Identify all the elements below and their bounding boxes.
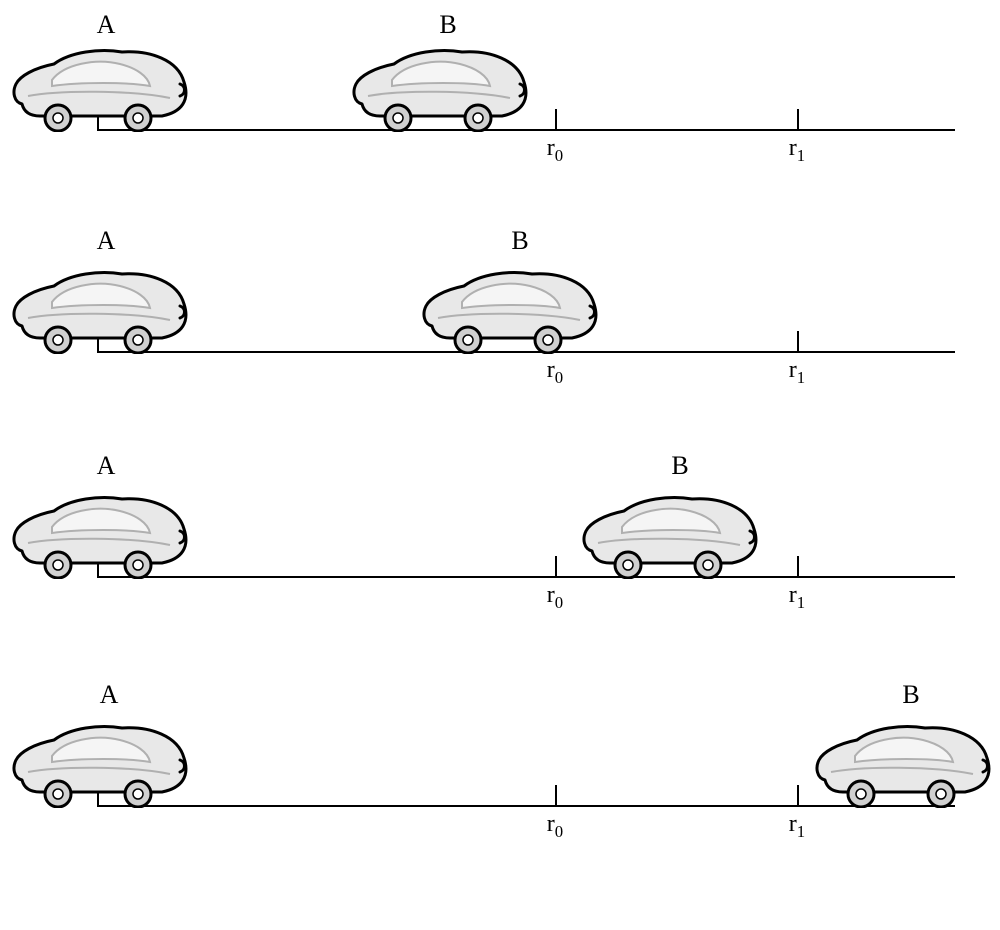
axis-label-r0: r0 [547, 811, 563, 842]
car-b-label: B [439, 10, 456, 40]
axis-tick-r0 [555, 109, 557, 131]
axis-label-r0: r0 [547, 582, 563, 613]
axis-label-r1: r1 [789, 357, 805, 388]
car-a-label: A [97, 10, 116, 40]
axis-label-r0: r0 [547, 135, 563, 166]
axis-line [97, 576, 955, 578]
car-b [580, 489, 760, 579]
car-a [10, 264, 190, 354]
car-b-label: B [671, 451, 688, 481]
axis-tick-r1 [797, 785, 799, 807]
axis-tick-r0 [555, 785, 557, 807]
axis-tick-r1 [797, 331, 799, 353]
diagram-panel-3: r0 r1 A B [0, 447, 1000, 667]
car-a-label: A [100, 680, 119, 710]
diagram-panel-1: r0 r1 A B [0, 0, 1000, 220]
car-b-label: B [511, 226, 528, 256]
car-a [10, 42, 190, 132]
car-a [10, 718, 190, 808]
axis-label-r0: r0 [547, 357, 563, 388]
axis-tick-r1 [797, 109, 799, 131]
car-b [420, 264, 600, 354]
axis-tick-r0 [555, 556, 557, 578]
car-b [350, 42, 530, 132]
car-a-label: A [97, 451, 116, 481]
axis-label-r1: r1 [789, 811, 805, 842]
car-b [813, 718, 993, 808]
axis-label-r1: r1 [789, 135, 805, 166]
diagram-panel-2: r0 r1 A B [0, 222, 1000, 442]
car-a [10, 489, 190, 579]
axis-tick-r1 [797, 556, 799, 578]
car-a-label: A [97, 226, 116, 256]
car-b-label: B [902, 680, 919, 710]
diagram-panel-4: r0 r1 A B [0, 676, 1000, 896]
axis-label-r1: r1 [789, 582, 805, 613]
